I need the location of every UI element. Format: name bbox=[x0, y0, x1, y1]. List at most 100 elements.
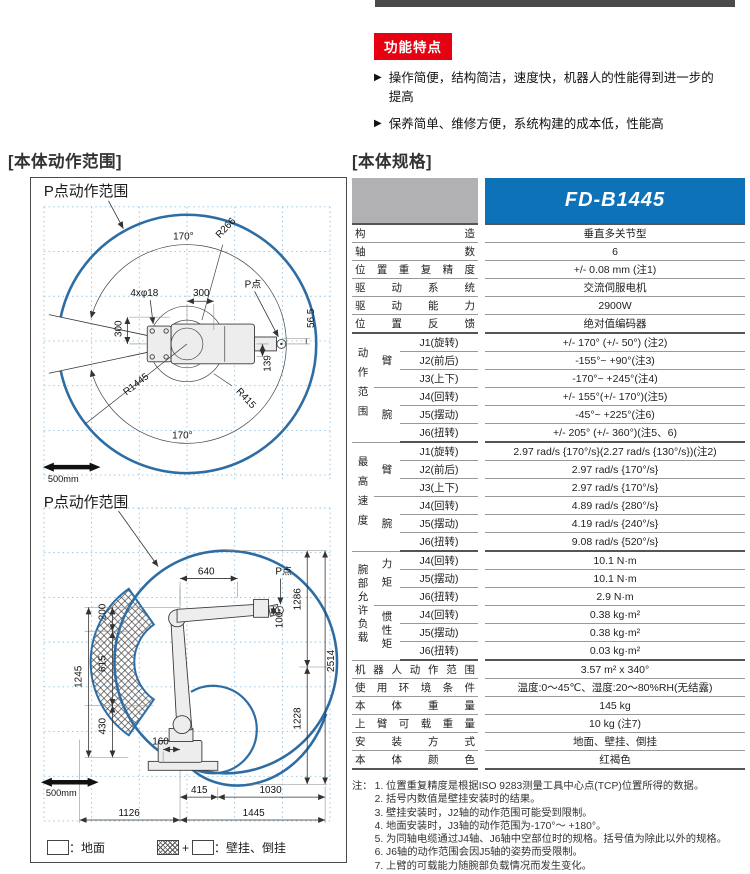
table-row: J2(前后) -155°~ +90°(注3) bbox=[352, 351, 745, 370]
table-row: 最高速度 臂 J1(旋转) 2.97 rad/s {170°/s}(2.27 ra… bbox=[352, 442, 745, 552]
r415-label: R415 bbox=[233, 386, 258, 411]
group-label-wrist-load: 腕部允许负载 bbox=[356, 563, 369, 645]
notes-list: 1. 位置重复精度是根据ISO 9283测量工具中心点(TCP)位置所得的数据。… bbox=[375, 780, 727, 873]
dim-1445-label: 1445 bbox=[243, 808, 266, 819]
model-name: FD-B1445 bbox=[485, 178, 745, 225]
motion-range-title: [本体动作范围] bbox=[8, 153, 122, 171]
dim-430-label: 430 bbox=[98, 718, 109, 735]
table-row: 使用环境条件 温度:0～45℃、湿度:20～80%RH(无结露) bbox=[352, 678, 745, 697]
notes-section: 注： 1. 位置重复精度是根据ISO 9283测量工具中心点(TCP)位置所得的… bbox=[352, 780, 745, 873]
dim-640-label: 640 bbox=[198, 567, 215, 578]
bullet-triangle-icon: ▶ bbox=[374, 72, 382, 83]
title-leader-line bbox=[108, 200, 124, 229]
legend-wall-label: ：壁挂、倒挂 bbox=[214, 841, 287, 855]
sub-label-torque: 力矩 bbox=[380, 558, 393, 596]
mount-legend: ：地面 + ：壁挂、倒挂 bbox=[47, 839, 346, 856]
table-row: 上臂可载重量 10 kg (注7) bbox=[352, 714, 745, 733]
ext-lines bbox=[129, 316, 171, 345]
dim-2514-label: 2514 bbox=[326, 649, 337, 672]
p-point-label: P点 bbox=[275, 566, 292, 578]
scale-label: 500mm bbox=[46, 788, 77, 798]
table-row: 腕 J4(回转) +/- 155°(+/- 170°)(注5) bbox=[352, 387, 745, 443]
feature-text: 保养简单、维修方便，系统构建的成本低，性能高 bbox=[388, 116, 664, 131]
r1445-radial bbox=[84, 343, 188, 425]
table-row: J6(扭转) 9.08 rad/s {520°/s} bbox=[352, 532, 745, 552]
features-section: 功能特点 ▶ 操作简便，结构简洁，速度快，机器人的性能得到进一步的提高 ▶ 保养… bbox=[374, 33, 746, 141]
sub-label-inertia: 惯性矩 bbox=[380, 611, 393, 652]
side-view-diagram: P点动作范围 640 P点 100 1245 200 615 430 bbox=[40, 494, 339, 823]
note-item: 4. 地面安装时，J3轴的动作范围为-170°～ +180°。 bbox=[374, 820, 607, 832]
right-dimension-group: 1286 1228 2514 bbox=[225, 550, 337, 785]
side-diagram-title: P点动作范围 bbox=[44, 494, 128, 511]
wall-mount-hatch-region bbox=[89, 587, 156, 737]
table-row: J5(摆动) -45°~ +225°(注6) bbox=[352, 405, 745, 424]
notes-prefix: 注： bbox=[352, 781, 373, 792]
table-row: 机器人动作范围 3.57 m² x 340° bbox=[352, 660, 745, 679]
table-row: 动作范围 臂 J1(旋转) +/- 170° (+/- 50°) (注2) bbox=[352, 333, 745, 443]
inner-envelope-arc bbox=[187, 684, 258, 775]
table-row: 安装方式 地面、壁挂、倒挂 bbox=[352, 732, 745, 751]
title-leader-line bbox=[118, 510, 159, 567]
p-point-envelope-circle bbox=[113, 549, 339, 775]
dim-56-label: 56.5 bbox=[306, 308, 317, 328]
table-row: J5(摆动) 4.19 rad/s {240°/s} bbox=[352, 514, 745, 533]
robot-side-view bbox=[147, 598, 284, 771]
features-list: ▶ 操作简便，结构简洁，速度快，机器人的性能得到进一步的提高 ▶ 保养简单、维修… bbox=[374, 69, 746, 134]
dim-1030-label: 1030 bbox=[260, 785, 283, 796]
table-row: 位置重复精度 +/- 0.08 mm (注1) bbox=[352, 260, 745, 279]
dim-1286-label: 1286 bbox=[292, 588, 303, 611]
dim-139-label: 139 bbox=[262, 355, 273, 372]
angle-top-label: 170° bbox=[173, 232, 194, 243]
note-item: 7. 上臂的可载能力随腕部负载情况而发生变化。 bbox=[374, 860, 592, 872]
table-row: 驱动能力 2900W bbox=[352, 296, 745, 315]
scale-bar: 500mm bbox=[42, 462, 101, 484]
ext-lines bbox=[256, 343, 269, 357]
r1445-label: R1445 bbox=[121, 371, 151, 398]
ground-swatch bbox=[47, 840, 69, 855]
robot-top-view bbox=[146, 323, 287, 365]
ext-lines bbox=[283, 338, 311, 345]
legend-ground-label: ：地面 bbox=[69, 841, 106, 855]
dim-1245-label: 1245 bbox=[74, 665, 85, 688]
group-label-motion-range: 动作范围 bbox=[356, 347, 369, 426]
table-row: J6(扭转) 0.03 kg·m² bbox=[352, 641, 745, 661]
table-row: 腕部允许负载 力矩 J4(回转) 10.1 N·m bbox=[352, 551, 745, 661]
top-dark-bar bbox=[375, 0, 735, 7]
group-label-max-speed: 最高速度 bbox=[356, 456, 369, 534]
r266-leader bbox=[201, 244, 224, 321]
table-row: 腕 J4(回转) 4.89 rad/s {280°/s} bbox=[352, 496, 745, 552]
spec-section: [本体规格] FD-B1445 构造 垂直多关节型 轴数 6 位置重复精度 +/- 0… bbox=[352, 148, 745, 873]
table-row: 本体重量 145 kg bbox=[352, 696, 745, 715]
legend-ground: ：地面 bbox=[47, 839, 105, 856]
table-row: J5(摆动) 0.38 kg·m² bbox=[352, 623, 745, 642]
dim-300-h-label: 300 bbox=[193, 288, 210, 299]
table-row: 构造 垂直多关节型 bbox=[352, 224, 745, 243]
note-item: 3. 壁挂安装时，J2轴的动作范围可能受到限制。 bbox=[374, 807, 593, 819]
spec-title: [本体规格] bbox=[352, 153, 432, 171]
top-view-diagram: P点动作范围 170° 170° 4xφ18 300 300 139 56.5 … bbox=[42, 183, 331, 484]
note-item: 2. 括号内数值是壁挂安装时的结果。 bbox=[374, 794, 541, 806]
legend-wall: + ：壁挂、倒挂 bbox=[157, 839, 286, 856]
dim-300-v-label: 300 bbox=[113, 320, 124, 337]
table-row: 惯性矩 J4(回转) 0.38 kg·m² bbox=[352, 605, 745, 661]
feature-item: ▶ 保养简单、维修方便，系统构建的成本低，性能高 bbox=[374, 115, 746, 134]
left-dimension-group: 1245 200 615 430 bbox=[74, 603, 181, 758]
dim-160-label: 160 bbox=[152, 736, 169, 747]
bolt-dim-label: 4xφ18 bbox=[130, 288, 158, 299]
dim-200-label: 200 bbox=[98, 603, 109, 620]
dim-1228-label: 1228 bbox=[292, 707, 303, 730]
ext-lines bbox=[186, 304, 215, 331]
dim-1126-label: 1126 bbox=[118, 808, 140, 819]
table-row: J6(扭转) 2.9 N·m bbox=[352, 587, 745, 606]
hatch-swatch bbox=[157, 840, 180, 855]
dim-415-label: 415 bbox=[191, 785, 208, 796]
ext-lines bbox=[269, 606, 280, 616]
motion-range-section: [本体动作范围] bbox=[8, 148, 348, 863]
work-envelope-circle bbox=[59, 213, 318, 475]
spec-table: FD-B1445 构造 垂直多关节型 轴数 6 位置重复精度 +/- 0.08 mm … bbox=[352, 178, 745, 770]
features-badge: 功能特点 bbox=[374, 33, 452, 60]
bolt-leader bbox=[149, 300, 156, 325]
legend-plus: + bbox=[182, 840, 190, 855]
table-row: 本体颜色 红褐色 bbox=[352, 750, 745, 770]
table-row: J3(上下) -170°~ +245°(注4) bbox=[352, 369, 745, 388]
